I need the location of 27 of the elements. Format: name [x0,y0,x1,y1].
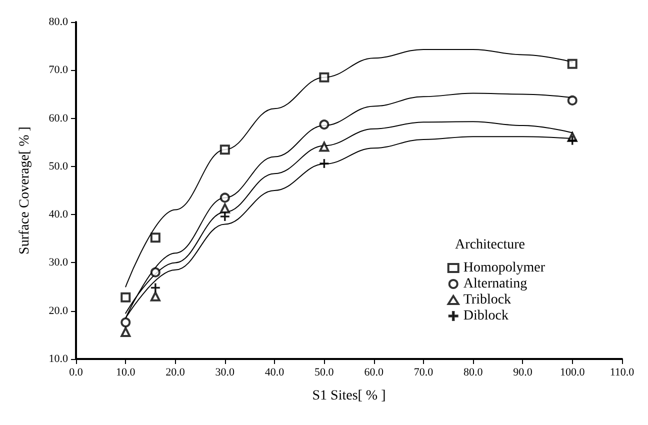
y-tick-label: 10.0 [48,353,68,365]
x-tick-label: 110.0 [610,366,635,378]
y-tick-label: 30.0 [48,256,68,269]
x-tick-label: 80.0 [463,366,484,378]
legend-label: Triblock [463,292,512,308]
y-tick-label: 80.0 [48,16,68,28]
y-tick-label: 70.0 [48,64,68,76]
legend-label: Diblock [463,308,508,324]
y-axis-title: Surface Coverage[ % ] [18,126,32,254]
x-tick-label: 20.0 [166,366,186,378]
x-tick-label: 90.0 [513,366,533,378]
x-axis-title: S1 Sites[ % ] [312,388,386,404]
x-tick-label: 40.0 [264,366,285,378]
legend-label: Homopolymer [463,260,546,276]
y-tick-label: 40.0 [48,208,68,221]
x-tick-label: 70.0 [414,366,434,378]
x-tick-label: 30.0 [215,366,236,378]
y-tick-label: 60.0 [48,112,68,124]
x-tick-label: 10.0 [116,366,136,378]
legend-label: Alternating [463,276,528,292]
x-tick-label: 100.0 [560,366,586,378]
x-tick-label: 50.0 [314,366,334,378]
y-tick-label: 20.0 [48,304,68,317]
x-tick-label: 0.0 [69,366,84,378]
x-tick-label: 60.0 [364,366,384,378]
y-tick-label: 50.0 [48,160,68,172]
legend-title: Architecture [455,238,526,252]
